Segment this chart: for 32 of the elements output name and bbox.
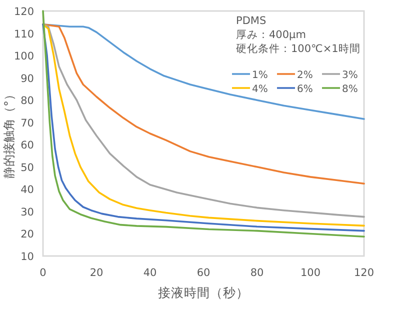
annotation: 厚み：400μm: [236, 29, 306, 41]
legend-label: 6%: [297, 84, 313, 95]
y-tick-label: 120: [14, 6, 34, 18]
x-tick-label: 60: [196, 267, 210, 279]
y-tick-label: 40: [20, 184, 34, 196]
y-tick-label: 110: [14, 28, 34, 40]
legend-label: 8%: [342, 84, 358, 95]
x-tick-label: 100: [300, 267, 321, 279]
y-tick-label: 90: [20, 72, 34, 85]
line-series: [42, 23, 365, 185]
legend-label: 3%: [342, 70, 358, 81]
x-tick-label: 120: [354, 267, 374, 279]
y-tick-label: 80: [20, 95, 34, 108]
legend-label: 4%: [252, 84, 268, 95]
y-axis-title: 静的接触角（°）: [2, 88, 16, 178]
x-tick-label: 80: [250, 267, 264, 279]
y-tick-label: 50: [20, 162, 34, 174]
x-tick-label: 20: [90, 267, 104, 279]
legend-label: 1%: [252, 70, 268, 81]
x-tick-label: 40: [143, 267, 157, 279]
y-tick-label: 70: [20, 117, 34, 130]
y-tick-label: 20: [20, 228, 34, 241]
y-tick-label: 100: [14, 50, 34, 63]
y-tick-label: 60: [20, 140, 34, 152]
x-tick-label: 0: [40, 267, 46, 279]
x-axis-title: 接液時間（秒）: [158, 285, 249, 300]
annotation: 硬化条件：100℃×1時間: [236, 42, 360, 55]
annotation: PDMS: [236, 15, 266, 27]
y-tick-label: 10: [20, 251, 34, 263]
legend-label: 2%: [297, 70, 313, 81]
y-tick-label: 30: [20, 206, 34, 218]
line-series: [42, 23, 365, 120]
